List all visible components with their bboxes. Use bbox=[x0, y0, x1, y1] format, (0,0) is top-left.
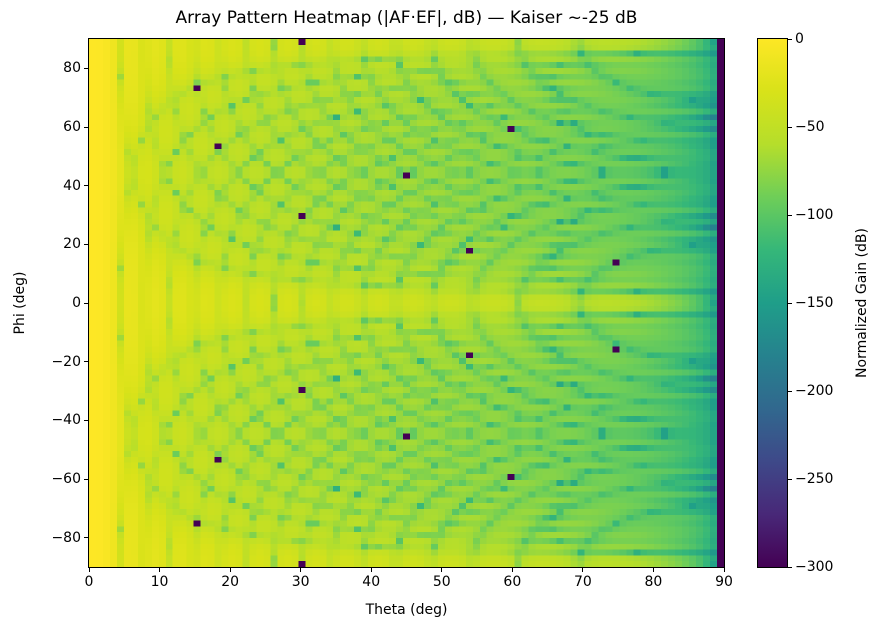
colorbar-tick bbox=[788, 390, 792, 392]
x-tick bbox=[300, 568, 302, 572]
x-tick bbox=[159, 568, 161, 572]
y-tick bbox=[84, 478, 88, 480]
colorbar bbox=[757, 38, 788, 568]
colorbar-tick bbox=[788, 38, 792, 40]
colorbar-tick bbox=[788, 566, 792, 568]
colorbar-label: Normalized Gain (dB) bbox=[854, 228, 870, 378]
colorbar-tick bbox=[788, 126, 792, 128]
colorbar-tick bbox=[788, 478, 792, 480]
y-axis-label: Phi (deg) bbox=[12, 271, 28, 335]
y-tick-label: 80 bbox=[63, 60, 81, 77]
colorbar-tick bbox=[788, 302, 792, 304]
y-tick-label: 40 bbox=[63, 177, 81, 194]
x-tick bbox=[441, 568, 443, 572]
y-tick-label: −80 bbox=[51, 529, 81, 546]
x-tick bbox=[229, 568, 231, 572]
x-tick-label: 50 bbox=[432, 574, 451, 590]
y-tick-label: −20 bbox=[51, 353, 81, 370]
y-tick-label: 20 bbox=[63, 236, 81, 253]
y-tick bbox=[84, 361, 88, 363]
x-tick-label: 80 bbox=[644, 574, 663, 590]
heatmap-canvas bbox=[89, 39, 724, 567]
x-tick-label: 10 bbox=[150, 574, 169, 590]
y-tick-label: −60 bbox=[51, 471, 81, 487]
x-tick-label: 70 bbox=[573, 574, 592, 590]
chart-title: Array Pattern Heatmap (|AF·EF|, dB) — Ka… bbox=[175, 8, 638, 28]
y-tick-label: 60 bbox=[63, 119, 81, 135]
x-tick bbox=[370, 568, 372, 572]
x-tick bbox=[723, 568, 725, 572]
y-tick bbox=[84, 243, 88, 245]
colorbar-tick-label: −100 bbox=[795, 207, 834, 223]
y-tick-label: 0 bbox=[72, 295, 81, 311]
colorbar-gradient bbox=[758, 39, 787, 567]
x-tick bbox=[511, 568, 513, 572]
y-tick bbox=[84, 302, 88, 304]
x-tick-label: 60 bbox=[503, 574, 522, 590]
y-tick bbox=[84, 419, 88, 421]
colorbar-tick-label: −50 bbox=[795, 119, 825, 135]
colorbar-tick-label: −200 bbox=[795, 383, 834, 399]
colorbar-tick bbox=[788, 214, 792, 216]
x-tick bbox=[88, 568, 90, 572]
x-tick-label: 40 bbox=[362, 574, 381, 590]
y-tick bbox=[84, 537, 88, 539]
colorbar-tick-label: −250 bbox=[795, 471, 834, 487]
y-tick-label: −40 bbox=[51, 412, 81, 429]
colorbar-tick-label: 0 bbox=[795, 31, 804, 47]
y-tick bbox=[84, 185, 88, 187]
x-tick-label: 20 bbox=[221, 574, 240, 590]
x-tick bbox=[652, 568, 654, 572]
y-tick bbox=[84, 126, 88, 128]
x-tick-label: 90 bbox=[715, 574, 733, 590]
x-tick-label: 0 bbox=[84, 574, 94, 590]
x-axis-label: Theta (deg) bbox=[365, 602, 448, 618]
colorbar-tick-label: −150 bbox=[795, 295, 834, 311]
y-tick bbox=[84, 67, 88, 69]
x-tick bbox=[582, 568, 584, 572]
colorbar-tick-label: −300 bbox=[795, 559, 834, 575]
heatmap-plot-area bbox=[88, 38, 725, 568]
x-tick-label: 30 bbox=[291, 574, 310, 590]
